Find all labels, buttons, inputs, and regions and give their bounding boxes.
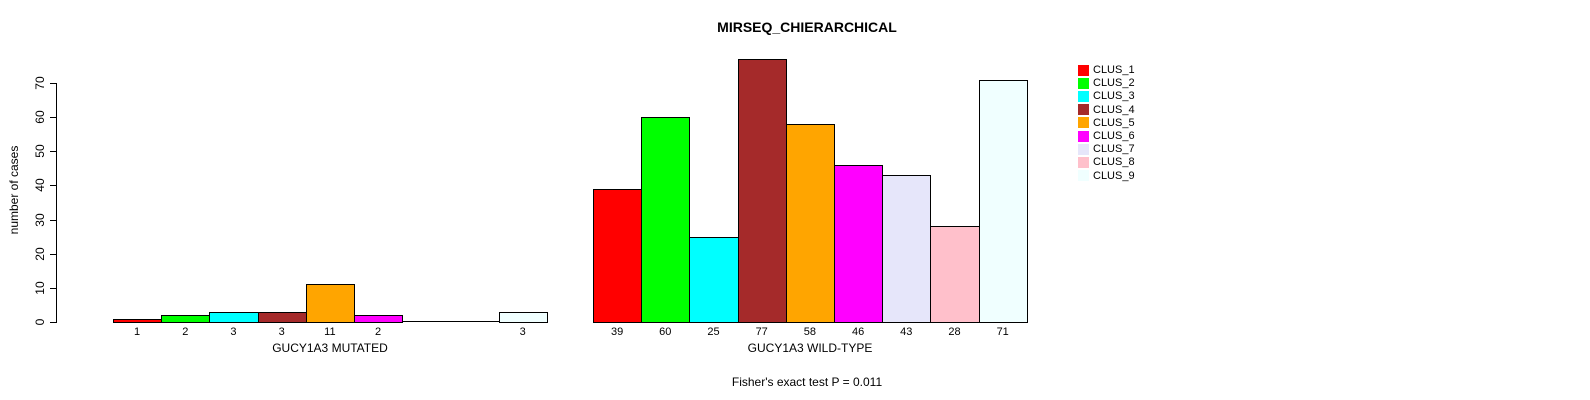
bar-value-label: 43 [900,326,913,338]
y-axis-tick [50,253,56,255]
y-axis-tick-label: 40 [33,178,47,193]
bar-value-label: 46 [851,326,865,338]
y-axis-tick-label: 70 [33,76,47,90]
legend-label: CLUS_1 [1093,64,1135,76]
bar [834,164,884,323]
bar [978,79,1028,323]
legend-swatch [1078,64,1089,76]
y-axis-tick [50,151,56,153]
y-axis-tick-label: 0 [33,318,47,326]
bar-zero-height [450,321,500,322]
bar-value-label: 2 [182,326,189,338]
y-axis-tick-label: 30 [33,212,47,227]
bar [498,311,548,323]
y-axis-line [56,83,57,323]
bar [641,117,691,323]
bar-zero-height [402,321,452,322]
legend-label: CLUS_6 [1093,130,1135,142]
bar-value-label: 3 [278,326,285,338]
bar-value-label: 58 [803,326,817,338]
bar [354,315,404,323]
bar [257,311,307,323]
x-axis-label-mutated: GUCY1A3 MUTATED [272,341,388,355]
legend-swatch [1078,143,1089,155]
legend-label: CLUS_8 [1093,156,1135,169]
fisher-test-annotation: Fisher's exact test P = 0.011 [731,375,883,389]
legend-swatch [1078,104,1089,116]
bar-value-label: 3 [519,326,526,338]
y-axis-tick [50,219,56,221]
bar [737,59,787,323]
bar-value-label: 2 [375,326,382,338]
legend-swatch [1078,156,1089,168]
x-axis-label-wildtype: GUCY1A3 WILD-TYPE [747,341,873,355]
legend-label: CLUS_9 [1093,169,1135,182]
bar-value-label: 71 [996,326,1009,338]
bar-value-label: 11 [324,326,336,338]
bar-value-label: 39 [610,326,624,338]
legend-label: CLUS_7 [1093,143,1135,156]
y-axis-title: number of cases [7,145,21,235]
bar [689,236,739,323]
chart-title: MIRSEQ_CHIERARCHICAL [717,19,897,35]
y-axis-tick-label: 50 [33,144,47,158]
y-axis-tick [50,117,56,119]
legend-label: CLUS_2 [1093,77,1135,90]
y-axis-tick [50,185,56,187]
bar [785,123,835,323]
legend-label: CLUS_3 [1093,90,1135,103]
y-axis-tick [50,322,56,323]
legend-swatch [1078,77,1089,89]
bar [593,188,643,323]
bar [113,318,163,323]
legend-swatch [1078,90,1089,102]
y-axis-tick-label: 60 [33,110,47,124]
y-axis-tick [50,83,56,84]
bar-value-label: 28 [948,326,961,338]
bar-value-label: 77 [755,326,768,338]
bar [930,226,980,323]
bar-value-label: 3 [230,326,237,338]
legend-label: CLUS_5 [1093,116,1135,129]
bar-value-label: 1 [134,326,141,338]
bar [209,311,259,323]
legend-swatch [1078,117,1089,129]
y-axis-tick [50,287,56,289]
legend-swatch [1078,130,1089,142]
legend-label: CLUS_4 [1093,103,1135,116]
bar-value-label: 60 [659,326,672,338]
bar [882,175,932,323]
bar [305,284,355,323]
legend-swatch [1078,170,1089,182]
bar-value-label: 25 [707,326,720,338]
bar [161,315,211,323]
